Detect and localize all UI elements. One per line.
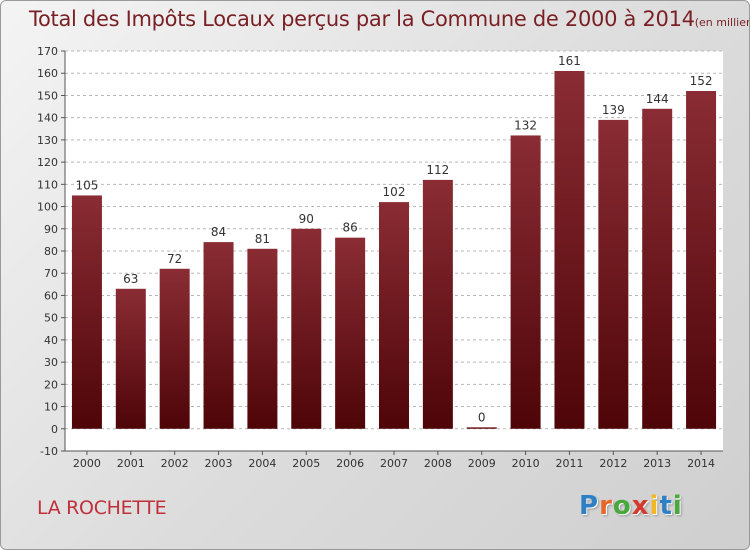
data-label: 139 <box>602 103 625 117</box>
data-label: 63 <box>123 272 138 286</box>
data-label: 105 <box>75 178 98 192</box>
data-label: 86 <box>342 221 357 235</box>
logo-letter: x <box>631 491 650 521</box>
bar <box>291 228 322 429</box>
proxiti-logo: Proxiti <box>579 491 683 521</box>
y-tick-label: 110 <box>37 178 58 191</box>
chart-title-text: Total des Impôts Locaux perçus par la Co… <box>29 7 695 31</box>
logo-letter: t <box>659 491 673 521</box>
logo-letter: P <box>579 491 600 521</box>
y-tick-label: 20 <box>44 378 58 391</box>
y-tick-label: 50 <box>44 312 58 325</box>
x-tick-label: 2007 <box>380 457 408 470</box>
x-tick-label: 2005 <box>292 457 320 470</box>
data-label: 84 <box>211 225 226 239</box>
data-label: 161 <box>558 54 581 68</box>
y-tick-label: 130 <box>37 134 58 147</box>
y-tick-label: 120 <box>37 156 58 169</box>
bar <box>466 427 497 429</box>
x-tick-label: 2002 <box>161 457 189 470</box>
x-tick-label: 2011 <box>555 457 583 470</box>
y-tick-label: -10 <box>40 445 58 458</box>
y-tick-label: 10 <box>44 401 58 414</box>
bar <box>379 202 409 429</box>
x-tick-label: 2009 <box>468 457 496 470</box>
data-label: 144 <box>646 92 669 106</box>
bar <box>71 195 102 429</box>
data-label: 81 <box>255 232 270 246</box>
chart-unit-label: (en milliers d'€) <box>694 16 749 29</box>
y-tick-label: 170 <box>37 45 58 58</box>
x-tick-label: 2008 <box>424 457 452 470</box>
x-tick-label: 2004 <box>248 457 276 470</box>
bar <box>598 119 629 429</box>
data-label: 112 <box>426 163 449 177</box>
y-tick-label: 80 <box>44 245 58 258</box>
bar <box>159 268 190 429</box>
x-tick-label: 2012 <box>599 457 627 470</box>
y-tick-label: 150 <box>37 89 58 102</box>
data-label: 152 <box>690 74 713 88</box>
bar <box>554 71 585 429</box>
x-tick-label: 2000 <box>73 457 101 470</box>
data-label: 72 <box>167 252 182 266</box>
bar <box>422 179 453 429</box>
data-label: 90 <box>299 212 314 226</box>
y-tick-label: 100 <box>37 201 58 214</box>
bar <box>686 91 717 429</box>
bar <box>510 135 541 429</box>
data-label: 132 <box>514 118 537 132</box>
x-tick-label: 2001 <box>117 457 145 470</box>
x-tick-label: 2014 <box>687 457 715 470</box>
x-tick-label: 2010 <box>512 457 540 470</box>
commune-name: LA ROCHETTE <box>37 497 167 519</box>
data-label: 102 <box>383 185 406 199</box>
logo-letter: o <box>612 491 632 521</box>
y-tick-label: 30 <box>44 356 58 369</box>
x-tick-label: 2006 <box>336 457 364 470</box>
y-tick-label: 0 <box>51 423 58 436</box>
bar <box>335 237 366 429</box>
y-tick-label: 90 <box>44 223 58 236</box>
x-tick-label: 2003 <box>205 457 233 470</box>
y-tick-label: 70 <box>44 267 58 280</box>
bar <box>203 242 234 429</box>
bar <box>247 248 278 429</box>
y-tick-label: 140 <box>37 112 58 125</box>
y-tick-label: 60 <box>44 289 58 302</box>
logo-letter: r <box>599 491 613 521</box>
bar <box>642 108 673 429</box>
y-tick-label: 40 <box>44 334 58 347</box>
chart-title: Total des Impôts Locaux perçus par la Co… <box>29 7 749 31</box>
bar <box>115 288 146 429</box>
data-label: 0 <box>478 410 486 424</box>
logo-letter: i <box>649 491 660 521</box>
x-tick-label: 2013 <box>643 457 671 470</box>
logo-letter: i <box>672 491 683 521</box>
y-tick-label: 160 <box>37 67 58 80</box>
